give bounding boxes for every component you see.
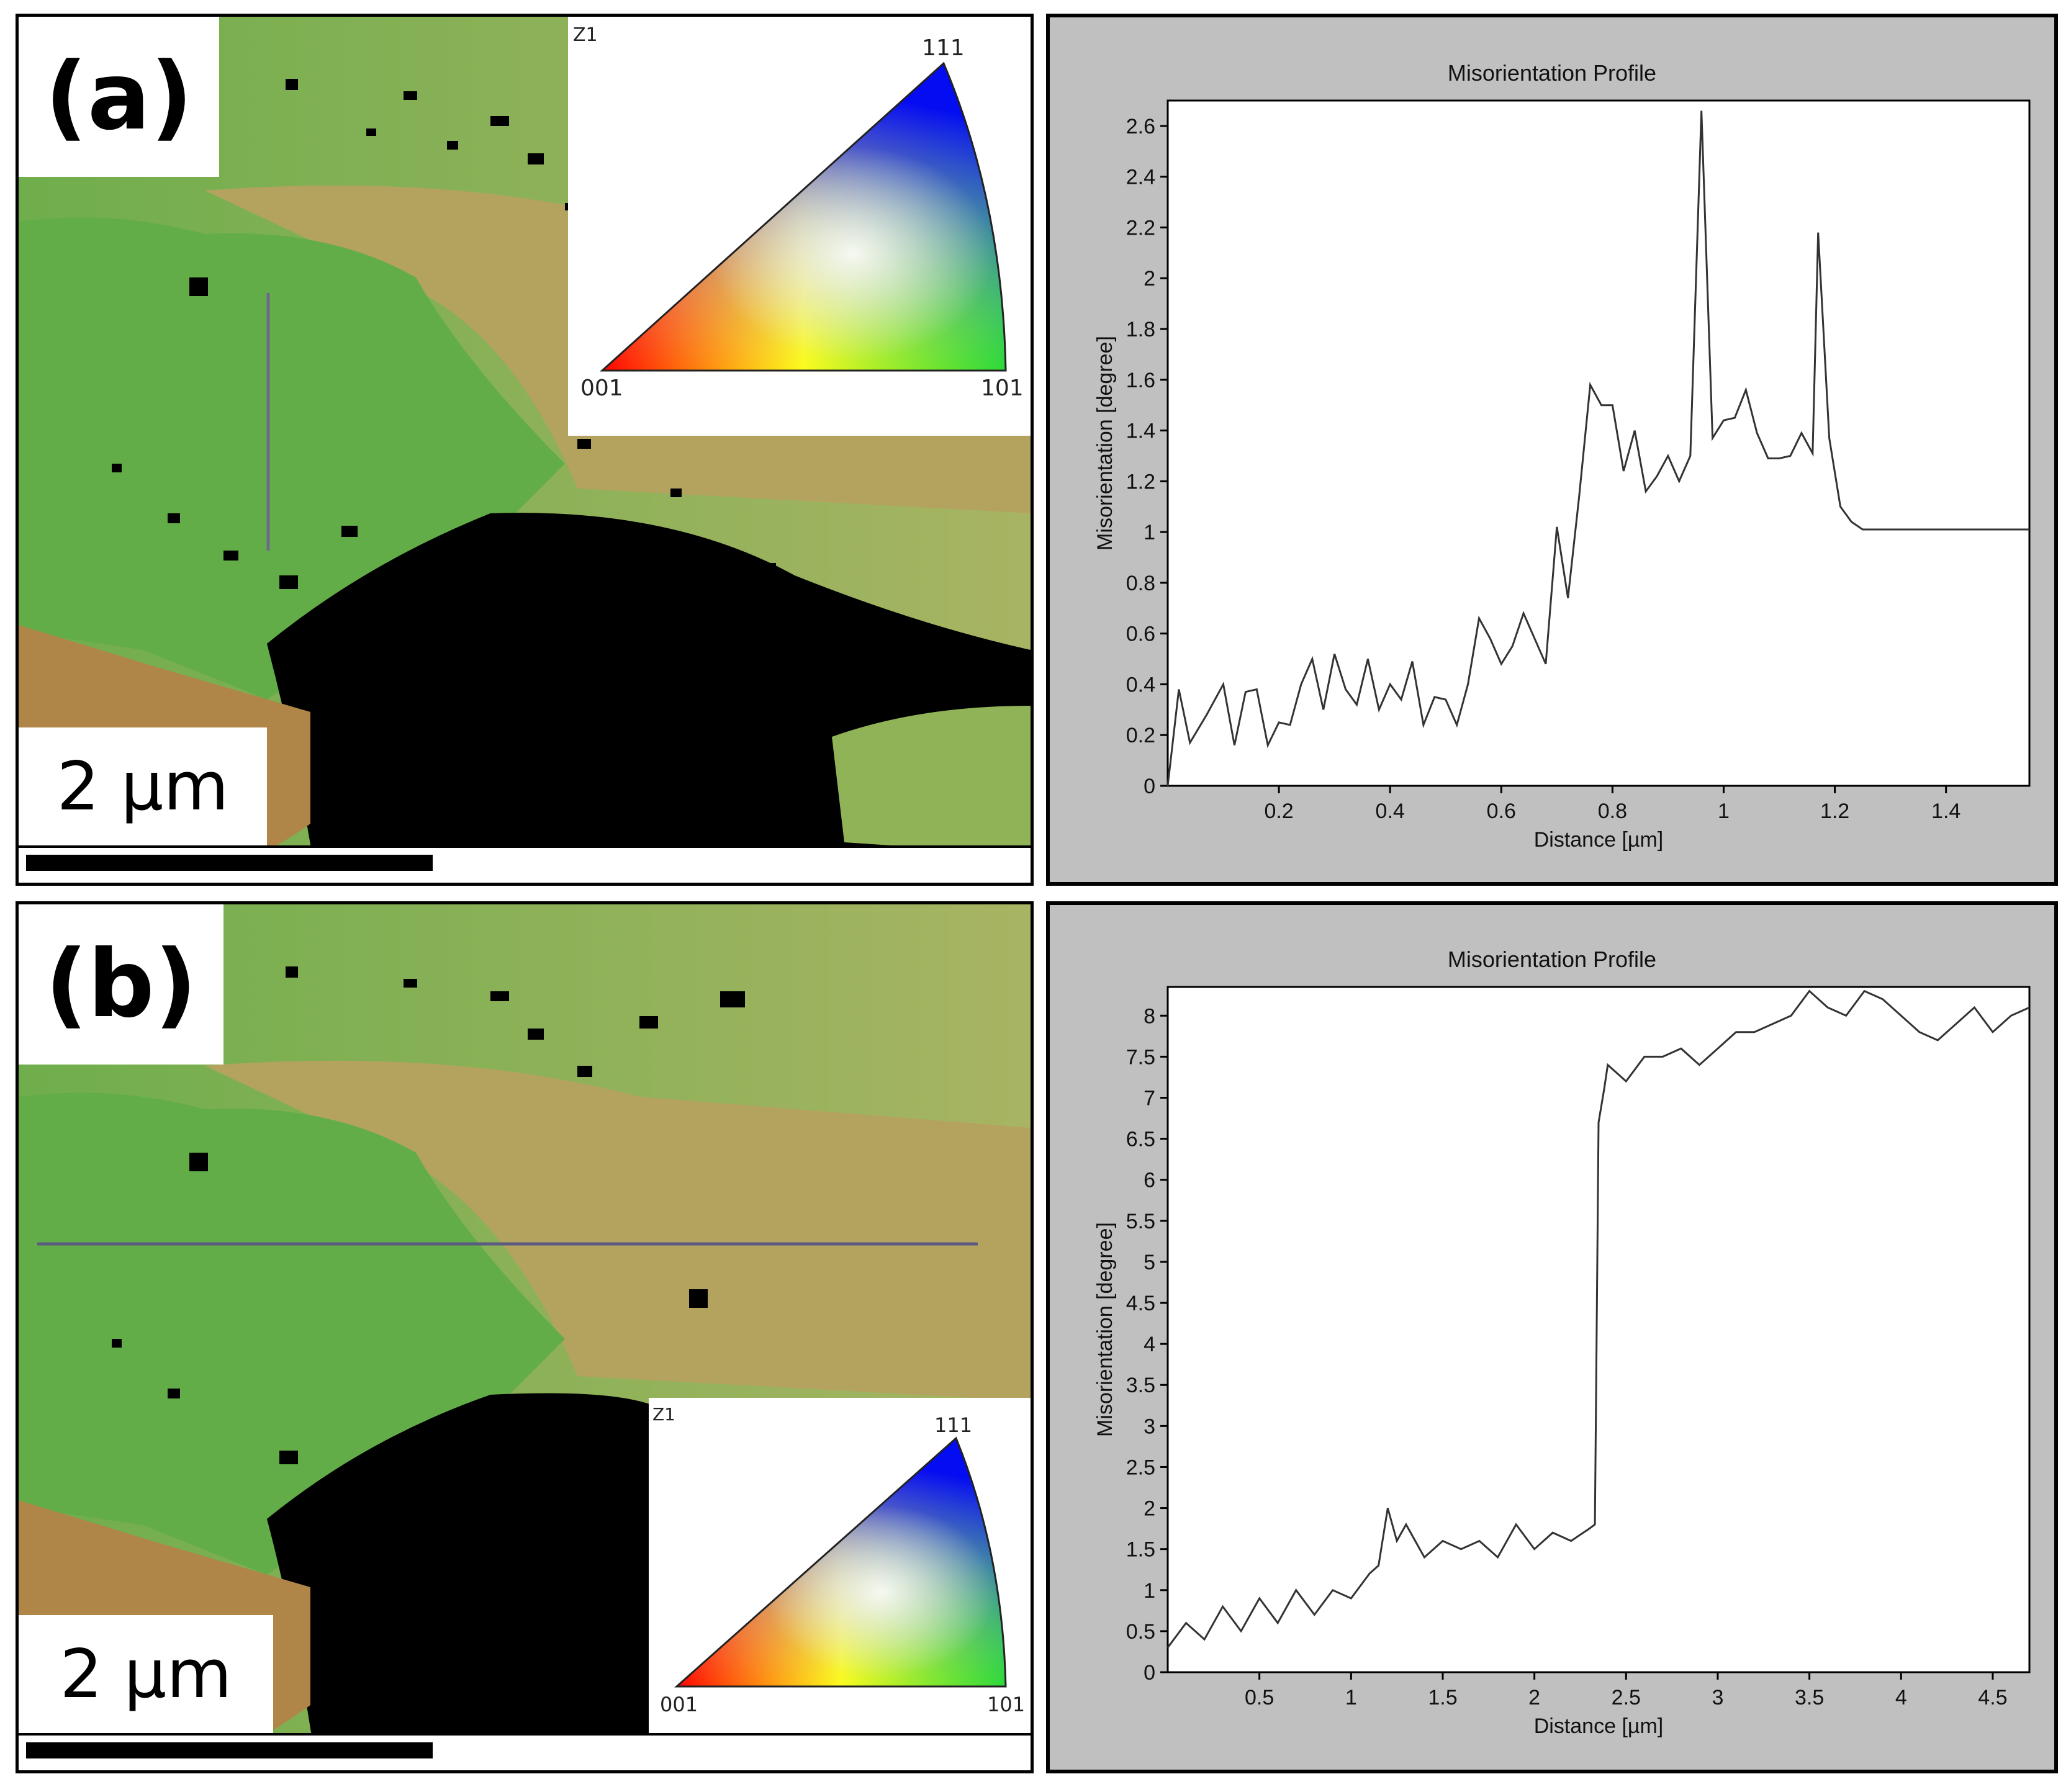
y-tick-label: 1.2 [1126,470,1155,493]
y-tick-label: 0.2 [1126,724,1155,747]
scale-label-b: 2 µm [19,1615,273,1733]
chart-panel-b: Misorientation Profile Misorientation [d… [1046,901,2058,1773]
y-tick-label: 2.4 [1126,166,1155,189]
y-tick-label: 1.4 [1126,420,1155,443]
y-tick-label: 2.5 [1126,1456,1155,1479]
ebsd-map-b: (b) Z1 111 001 101 2 µm [16,901,1034,1773]
panel-label-b: (b) [19,904,223,1065]
y-tick-label: 0.5 [1126,1620,1155,1644]
y-tick-label: 3 [1144,1415,1155,1438]
ipf-corner-111-b: 111 [934,1413,973,1437]
ipf-corner-111-a: 111 [922,35,965,61]
y-axis-label: Misorientation [degree] [1093,1222,1117,1437]
misorientation-series [1166,110,2029,786]
x-tick-label: 0.5 [1245,1686,1274,1709]
ebsd-map-a: (a) Z1 111 001 101 2 µm [16,14,1034,886]
x-tick-label: 4.5 [1978,1686,2007,1709]
y-tick-label: 1 [1144,1579,1155,1603]
ipf-corner-001-a: 001 [580,376,623,401]
x-tick-label: 1.4 [1931,799,1960,823]
ipf-key-a: Z1 111 001 101 [568,17,1031,436]
y-tick-label: 6.5 [1126,1128,1155,1151]
x-tick-label: 4 [1895,1686,1907,1709]
y-tick-label: 4 [1144,1333,1155,1356]
x-tick-label: 1 [1345,1686,1357,1709]
y-tick-label: 2.6 [1126,115,1155,138]
ipf-key-b: Z1 111 001 101 [649,1398,1031,1742]
x-tick-label: 3 [1712,1686,1723,1709]
y-tick-label: 2 [1144,267,1155,290]
chart-title: Misorientation Profile [1448,947,1656,972]
y-tick-label: 4.5 [1126,1292,1155,1315]
misorientation-chart-a: Misorientation Profile Misorientation [d… [1093,60,2031,852]
panel-label-a: (a) [19,17,219,177]
plot-area [1166,986,2031,1673]
y-tick-label: 1 [1144,521,1155,544]
x-tick-label: 0.2 [1264,799,1293,823]
ipf-corner-001-b: 001 [660,1693,698,1716]
y-tick-label: 0 [1144,1661,1155,1685]
y-tick-label: 5 [1144,1251,1155,1274]
y-tick-label: 0.4 [1126,673,1155,696]
x-tick-label: 2.5 [1612,1686,1641,1709]
y-tick-label: 8 [1144,1004,1155,1028]
x-tick-label: 0.4 [1376,799,1405,823]
x-axis-label: Distance [µm] [1534,1714,1664,1738]
x-tick-label: 0.6 [1487,799,1516,823]
y-tick-label: 2.2 [1126,216,1155,240]
ipf-corner-101-b: 101 [987,1693,1026,1716]
chart-panel-a: Misorientation Profile Misorientation [d… [1046,14,2058,886]
x-axis-label: Distance [µm] [1534,828,1664,852]
y-tick-label: 3.5 [1126,1374,1155,1397]
plot-area [1166,99,2031,787]
misorientation-chart-b: Misorientation Profile Misorientation [d… [1093,947,2031,1738]
ipf-corner-101-a: 101 [981,376,1024,401]
x-tick-label: 3.5 [1795,1686,1824,1709]
x-tick-label: 2 [1528,1686,1540,1709]
y-tick-label: 0 [1144,775,1155,798]
x-tick-label: 1.5 [1428,1686,1457,1709]
ipf-header-b: Z1 [652,1404,675,1425]
misorientation-series [1166,989,2030,1649]
y-tick-label: 0.6 [1126,623,1155,646]
x-tick-label: 1 [1718,799,1730,823]
scale-label-a: 2 µm [19,727,267,845]
y-tick-label: 1.5 [1126,1538,1155,1562]
y-tick-label: 7 [1144,1086,1155,1110]
x-tick-label: 1.2 [1820,799,1849,823]
y-tick-label: 6 [1144,1169,1155,1192]
y-tick-label: 1.8 [1126,318,1155,341]
y-tick-label: 1.6 [1126,369,1155,392]
ipf-header-a: Z1 [573,24,598,46]
y-tick-label: 7.5 [1126,1045,1155,1069]
y-tick-label: 2 [1144,1497,1155,1521]
y-tick-label: 5.5 [1126,1210,1155,1233]
scale-bar-a [26,855,433,871]
ipf-triangle-a [600,61,1007,372]
scale-bar-b [26,1742,433,1758]
chart-title: Misorientation Profile [1448,60,1656,86]
ipf-triangle-b [674,1436,1007,1688]
x-tick-label: 0.8 [1598,799,1627,823]
y-axis-label: Misorientation [degree] [1093,336,1117,551]
y-tick-label: 0.8 [1126,572,1155,595]
